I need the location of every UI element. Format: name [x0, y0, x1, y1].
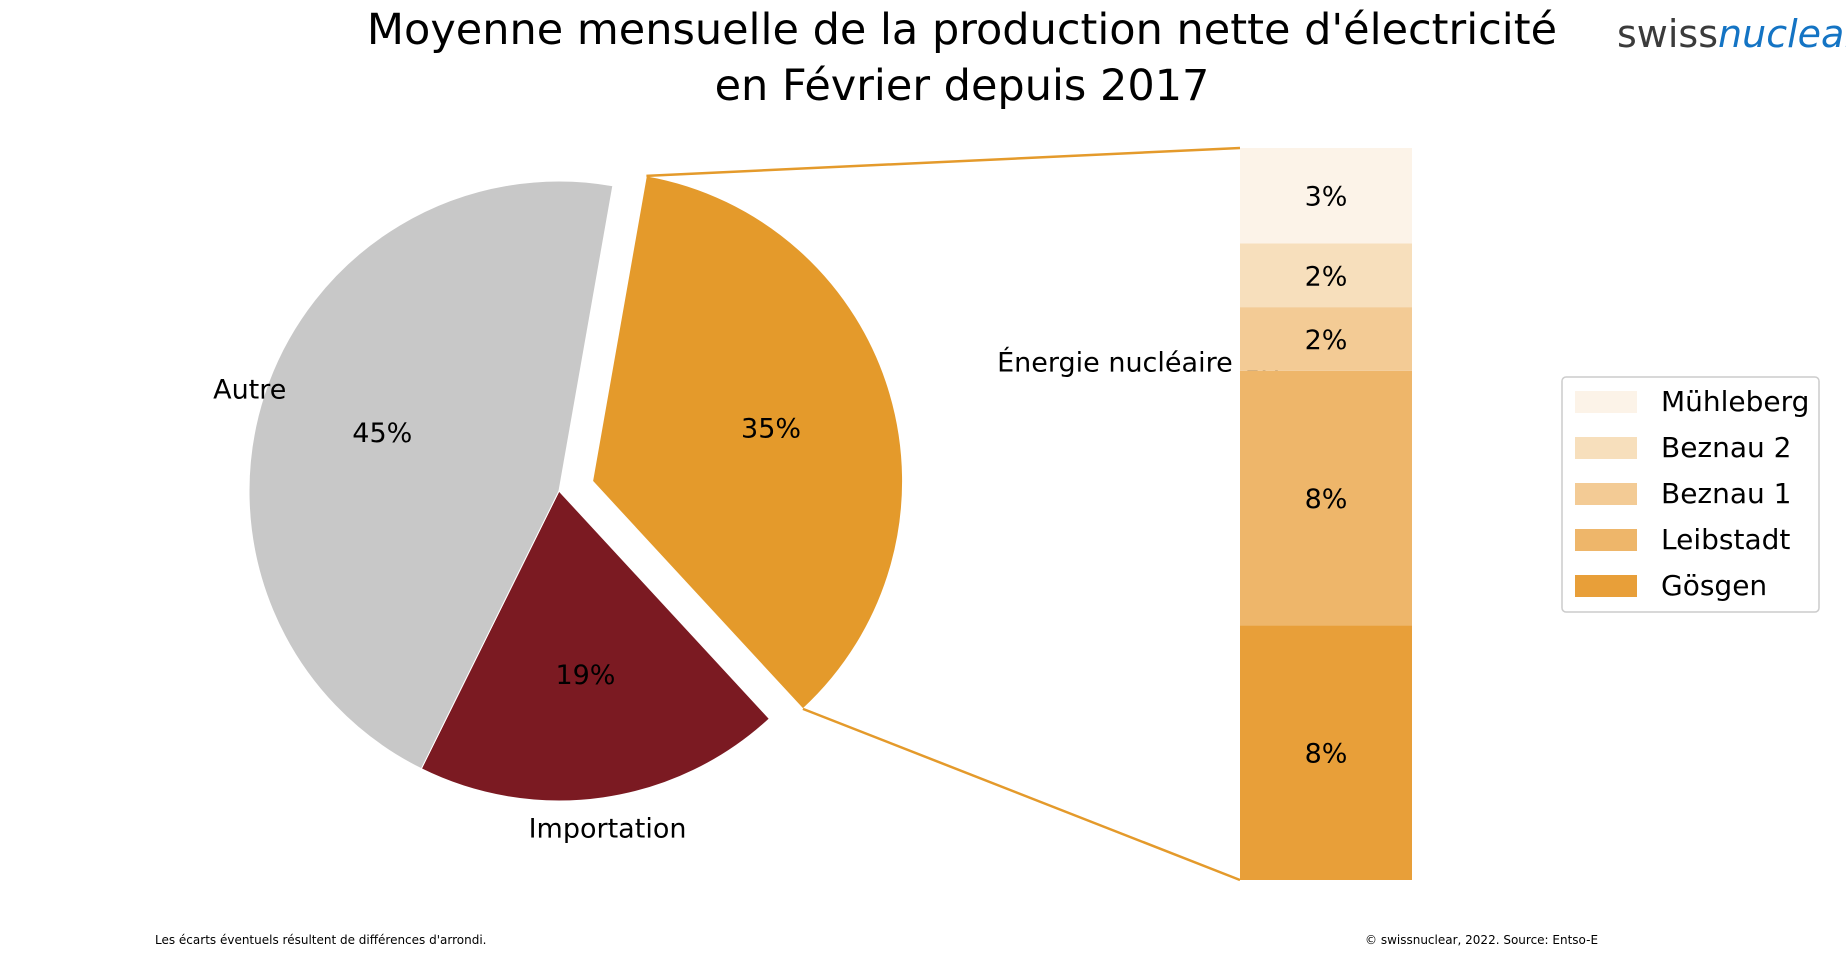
legend-swatch-beznau-1 [1575, 483, 1637, 505]
legend-frame [1561, 376, 1820, 613]
pie-category-label-importation: Importation [529, 814, 687, 845]
stacked-bar-chart: 8% 8% 2% 2% 3% [1240, 148, 1412, 880]
footer-copyright-source: © swissnuclear, 2022. Source: Entso-E [1365, 933, 1598, 947]
legend-label-beznau-2: Beznau 2 [1661, 431, 1792, 464]
pie-slice-importation [420, 490, 771, 802]
bar-segment-gosgen [1240, 625, 1412, 880]
legend: Mühleberg Beznau 2 Beznau 1 Leibstadt Gösgen [1561, 376, 1820, 613]
pie-pct-label-importation: 19% [555, 660, 615, 691]
legend-swatch-gosgen [1575, 575, 1637, 597]
legend-label-beznau-1: Beznau 1 [1661, 477, 1792, 510]
bar-segment-leibstadt [1240, 370, 1412, 626]
pie-pct-label-energie-nucleaire-ch: 35% [741, 414, 801, 445]
swissnuclear-logo: swissnuclear [1617, 12, 1846, 56]
pie-pct-label-autre: 45% [352, 418, 412, 449]
legend-label-gosgen: Gösgen [1661, 569, 1767, 602]
bar-segment-beznau-2 [1240, 243, 1412, 308]
chart-title-line1: Moyenne mensuelle de la production nette… [367, 5, 1557, 55]
pie-category-label-energie-nucleaire-ch: Énergie nucléaire CH [997, 346, 1280, 378]
bar-segment-beznau-1 [1240, 307, 1412, 371]
connector-line-top [646, 146, 1241, 178]
legend-label-muhleberg: Mühleberg [1661, 385, 1809, 418]
bar-pct-label-muhleberg: 3% [1305, 182, 1348, 213]
chart-title-line2: en Février depuis 2017 [715, 61, 1210, 111]
footer-note-rounding: Les écarts éventuels résultent de différ… [155, 933, 486, 947]
pie-slice-energie-nucleaire-ch [592, 175, 904, 710]
bar-pct-label-leibstadt: 8% [1305, 484, 1348, 515]
bar-segment-muhleberg [1240, 148, 1412, 244]
legend-label-leibstadt: Leibstadt [1661, 523, 1790, 556]
connector-line-bottom [802, 707, 1241, 882]
legend-swatch-beznau-2 [1575, 437, 1637, 459]
bar-pct-label-gosgen: 8% [1305, 739, 1348, 770]
logo-part-nuclear: nuclear [1718, 12, 1846, 56]
pie-slice-autre [248, 180, 614, 770]
pie-chart: 35% Énergie nucléaire CH 19% Importation 45%… [213, 175, 1280, 845]
legend-swatch-leibstadt [1575, 529, 1637, 551]
bar-pct-label-beznau-1: 2% [1305, 325, 1348, 356]
legend-swatch-muhleberg [1575, 391, 1637, 413]
pie-category-label-autre: Autre [213, 374, 286, 405]
bar-pct-label-beznau-2: 2% [1305, 261, 1348, 292]
logo-part-swiss: swiss [1617, 12, 1718, 56]
